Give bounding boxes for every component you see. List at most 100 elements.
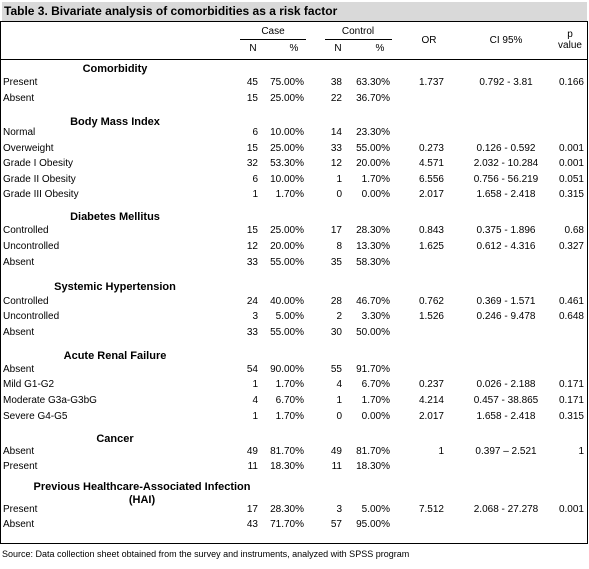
cell-label: Present [3, 461, 38, 472]
cell-ctrl-n: 1 [336, 395, 342, 406]
results-table: Case Control N % N % OR CI 95% p value C… [0, 21, 588, 544]
cell-ci: 0.612 - 4.316 [476, 241, 536, 252]
cell-ci: 0.369 - 1.571 [476, 296, 536, 307]
cell-case-pct: 55.00% [270, 257, 304, 268]
cell-case-n: 1 [252, 411, 258, 422]
cell-case-n: 33 [246, 257, 258, 268]
cell-label: Absent [3, 519, 35, 530]
section-title-text: Comorbidity [82, 63, 148, 75]
cell-ctrl-pct: 36.70% [356, 93, 390, 104]
table-row: Grade II Obesity 6 10.00% 1 1.70% 6.556 0.756 … [1, 172, 587, 187]
section-title: Diabetes Mellitus [1, 211, 229, 224]
section-title-text: Diabetes Mellitus [70, 211, 160, 223]
cell-case-n: 45 [246, 77, 258, 88]
cell-label: Uncontrolled [3, 241, 60, 252]
cell-ctrl-n: 49 [330, 446, 342, 457]
table-row: Absent 43 71.70% 57 95.00% [1, 517, 587, 532]
case-underline [240, 39, 306, 40]
cell-case-n: 1 [252, 379, 258, 390]
cell-ctrl-pct: 55.00% [356, 143, 390, 154]
cell-ctrl-n: 11 [331, 461, 342, 472]
cell-case-pct: 10.00% [270, 127, 304, 138]
cell-ci: 0.397 – 2.521 [475, 446, 537, 457]
cell-label: Severe G4-G5 [3, 411, 68, 422]
table-row: Controlled 15 25.00% 17 28.30% 0.843 0.375 - 1… [1, 223, 587, 238]
cell-label: Grade III Obesity [3, 189, 79, 200]
cell-label: Controlled [3, 296, 49, 307]
cell-ctrl-pct: 3.30% [361, 311, 390, 322]
control-n-header: N [334, 43, 342, 54]
cell-ctrl-n: 17 [330, 225, 342, 236]
cell-ci: 0.792 - 3.81 [479, 77, 533, 88]
cell-or: 0.273 [418, 143, 444, 154]
cell-label: Absent [3, 93, 35, 104]
cell-case-n: 24 [246, 296, 258, 307]
cell-case-pct: 55.00% [270, 327, 304, 338]
cell-ci: 0.457 - 38.865 [473, 395, 539, 406]
table-row: Normal 6 10.00% 14 23.30% [1, 125, 587, 140]
cell-or: 0.843 [418, 225, 444, 236]
table-row: Absent 33 55.00% 30 50.00% [1, 325, 587, 340]
cell-case-pct: 20.00% [270, 241, 304, 252]
cell-case-n: 3 [252, 311, 258, 322]
cell-or: 0.762 [418, 296, 444, 307]
cell-p: 0.315 [558, 411, 584, 422]
cell-case-n: 15 [246, 225, 258, 236]
cell-ctrl-n: 0 [336, 189, 342, 200]
section-title-text: Body Mass Index [70, 116, 160, 128]
cell-label: Present [3, 504, 38, 515]
cell-label: Absent [3, 257, 35, 268]
cell-ci: 2.032 - 10.284 [473, 158, 539, 169]
cell-ci: 1.658 - 2.418 [476, 411, 536, 422]
section-title-text: Previous Healthcare-Associated Infection [33, 481, 251, 493]
table-row: Grade I Obesity 32 53.30% 12 20.00% 4.571 2.03… [1, 156, 587, 171]
cell-ctrl-pct: 28.30% [356, 225, 390, 236]
cell-ctrl-n: 2 [336, 311, 342, 322]
or-header: OR [421, 35, 437, 46]
cell-ctrl-n: 22 [330, 93, 342, 104]
cell-case-n: 6 [252, 127, 258, 138]
cell-case-n: 11 [247, 461, 258, 472]
table-row: Absent 49 81.70% 49 81.70% 1 0.397 – 2.521 1 [1, 444, 587, 459]
cell-case-pct: 25.00% [270, 225, 304, 236]
cell-ci: 0.756 - 56.219 [473, 174, 539, 185]
case-header: Case [261, 26, 285, 37]
cell-case-pct: 75.00% [270, 77, 304, 88]
cell-case-pct: 25.00% [270, 93, 304, 104]
table-row: Absent 54 90.00% 55 91.70% [1, 362, 587, 377]
cell-or: 2.017 [418, 411, 444, 422]
table-row: Controlled 24 40.00% 28 46.70% 0.762 0.369 - 1… [1, 294, 587, 309]
cell-case-pct: 1.70% [275, 411, 304, 422]
cell-ctrl-pct: 95.00% [356, 519, 390, 530]
cell-ctrl-n: 57 [330, 519, 342, 530]
cell-ci: 1.658 - 2.418 [476, 189, 536, 200]
cell-ctrl-pct: 1.70% [361, 395, 390, 406]
cell-p: 0.001 [558, 504, 584, 515]
cell-or: 2.017 [418, 189, 444, 200]
section-title: Cancer [1, 433, 229, 446]
cell-label: Mild G1-G2 [3, 379, 55, 390]
cell-ci: 2.068 - 27.278 [473, 504, 539, 515]
cell-case-n: 32 [246, 158, 258, 169]
control-underline [325, 39, 392, 40]
cell-ctrl-n: 30 [330, 327, 342, 338]
cell-ctrl-pct: 58.30% [356, 257, 390, 268]
cell-case-n: 49 [246, 446, 258, 457]
cell-label: Grade II Obesity [3, 174, 76, 185]
cell-or: 1.526 [418, 311, 444, 322]
cell-ctrl-pct: 1.70% [361, 174, 390, 185]
cell-label: Grade I Obesity [3, 158, 74, 169]
cell-ctrl-pct: 63.30% [356, 77, 390, 88]
cell-ci: 0.375 - 1.896 [476, 225, 536, 236]
cell-ctrl-pct: 0.00% [361, 411, 390, 422]
section-title-text: Cancer [96, 433, 134, 445]
cell-ci: 0.246 - 9.478 [476, 311, 536, 322]
cell-case-n: 15 [246, 143, 258, 154]
cell-case-pct: 28.30% [270, 504, 304, 515]
cell-ctrl-n: 8 [336, 241, 342, 252]
cell-label: Controlled [3, 225, 49, 236]
cell-or: 1 [438, 446, 444, 457]
cell-or: 6.556 [418, 174, 444, 185]
cell-case-n: 1 [252, 189, 258, 200]
p-value-header: value [558, 40, 582, 51]
